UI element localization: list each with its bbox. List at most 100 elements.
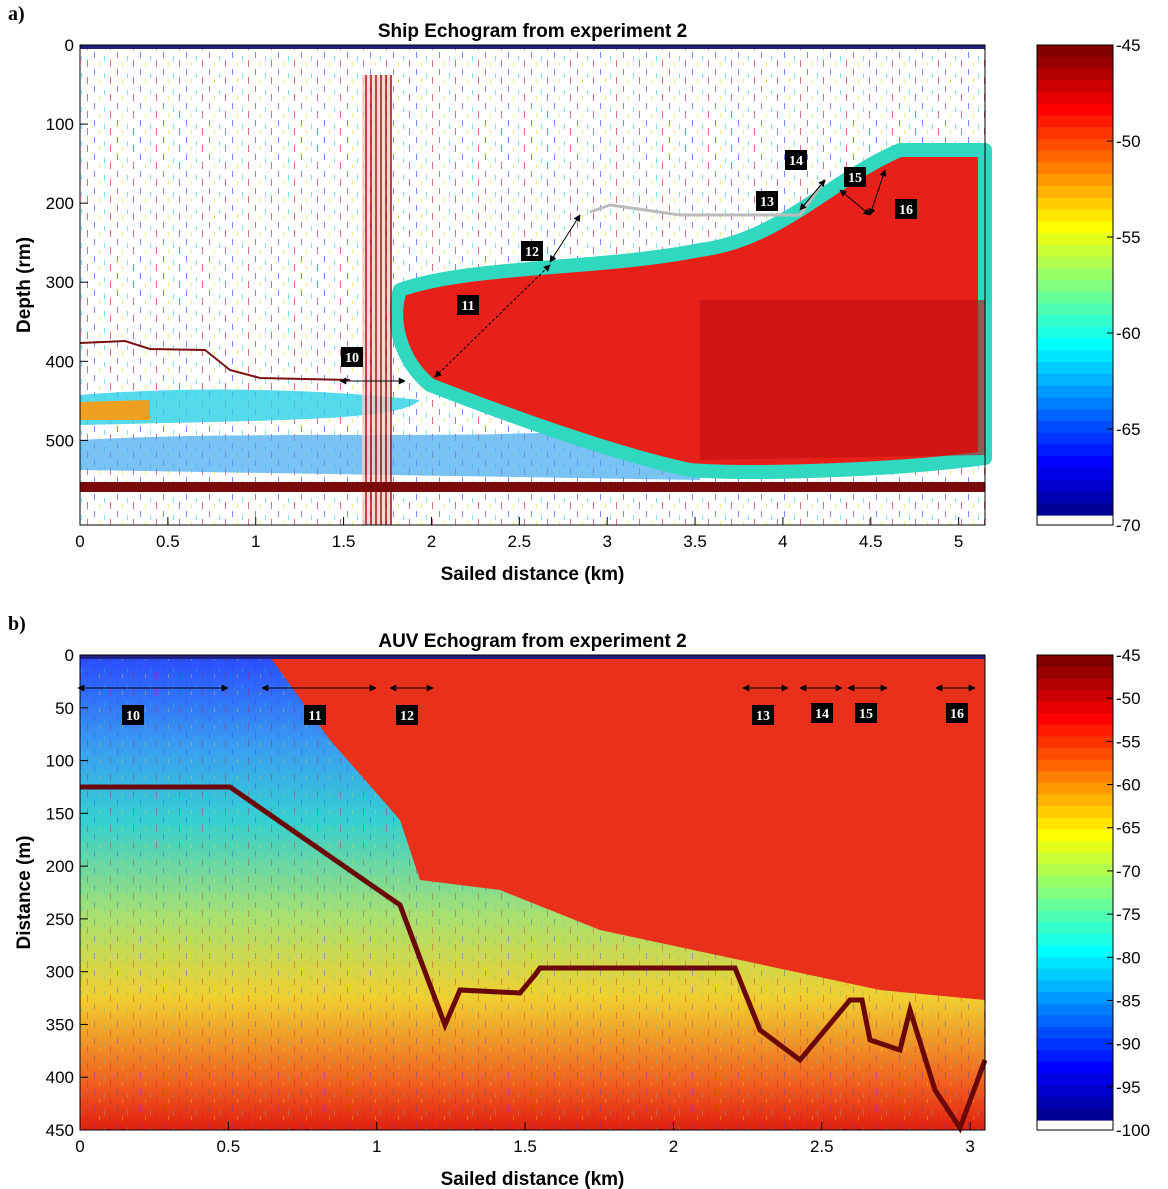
annotation: 11: [308, 709, 321, 724]
x-tick-label: 1: [372, 1137, 381, 1156]
colorbar-cell: [1037, 841, 1113, 854]
colorbar-tick-label: -65: [1116, 420, 1141, 439]
colorbar-tick-label: -50: [1116, 689, 1141, 708]
panel-label: a): [8, 3, 25, 25]
colorbar-cell: [1037, 139, 1113, 152]
colorbar-cell: [1037, 806, 1113, 819]
colorbar-tick-label: -90: [1116, 1035, 1141, 1054]
colorbar-cell: [1037, 315, 1113, 328]
colorbar-cell: [1037, 922, 1113, 935]
annotation-box: [341, 347, 363, 367]
colorbar-tick-label: -75: [1116, 905, 1141, 924]
y-axis-label: Depth (rm): [14, 237, 35, 333]
x-tick-label: 0: [75, 532, 84, 551]
colorbar-cell: [1037, 291, 1113, 305]
annotation: 15: [859, 707, 873, 722]
colorbar-cell: [1037, 397, 1113, 410]
colorbar-cell: [1037, 221, 1113, 234]
colorbar-cell: [1037, 713, 1113, 726]
annotation: 14: [789, 154, 803, 169]
y-tick-label: 250: [46, 910, 74, 929]
colorbar-frame: [1036, 654, 1114, 1131]
colorbar-cell: [1037, 162, 1113, 175]
colorbar-cell: [1037, 456, 1113, 469]
colorbar-cell: [1037, 409, 1113, 422]
colorbar-cell: [1037, 1096, 1113, 1109]
y-tick-label: 0: [65, 646, 74, 665]
colorbar-tick-label: -65: [1116, 819, 1141, 838]
colorbar-cell: [1037, 327, 1113, 340]
colorbar-cell: [1037, 350, 1113, 363]
colorbar-tick-label: -80: [1116, 948, 1141, 967]
colorbar-cell: [1037, 1108, 1113, 1121]
colorbar-cell: [1037, 45, 1113, 58]
annotation-box: [304, 705, 326, 725]
x-tick-label: 4: [778, 532, 787, 551]
annotation: 11: [461, 299, 474, 314]
colorbar-tick-label: -95: [1116, 1078, 1141, 1097]
colorbar-cell: [1037, 385, 1113, 399]
colorbar-cell: [1037, 748, 1113, 761]
colorbar-cell: [1037, 1015, 1113, 1028]
colorbar-cell: [1037, 934, 1113, 947]
y-tick-label: 50: [55, 699, 74, 718]
colorbar-cell: [1037, 68, 1113, 81]
colorbar-cell: [1037, 887, 1113, 900]
colorbar-cell: [1037, 503, 1113, 516]
annotation-box: [811, 703, 833, 723]
colorbar-cell: [1037, 759, 1113, 772]
colorbar-cell: [1037, 899, 1113, 912]
colorbar-cell: [1037, 244, 1113, 258]
annotation: 16: [950, 707, 964, 722]
colorbar-cell: [1037, 268, 1113, 281]
y-tick-label: 150: [46, 804, 74, 823]
colorbar-cell: [1037, 666, 1113, 679]
colorbar-cell: [1037, 80, 1113, 93]
annotation: 13: [756, 709, 770, 724]
colorbar-cell: [1037, 945, 1113, 958]
plot-frame: [79, 654, 986, 1131]
echogram-b: [77, 655, 988, 1134]
colorbar-cell: [1037, 186, 1113, 199]
colorbar-cell: [1037, 1038, 1113, 1051]
y-tick-label: 300: [46, 273, 74, 292]
colorbar-cell: [1037, 432, 1113, 446]
colorbar-cell: [1037, 174, 1113, 187]
colorbar-tick-label: -45: [1116, 36, 1141, 55]
colorbar-tick-label: -45: [1116, 646, 1141, 665]
colorbar-tick-label: -60: [1116, 324, 1141, 343]
annotation: 16: [899, 203, 913, 218]
colorbar-cell: [1037, 197, 1113, 211]
colorbar-cell: [1037, 127, 1113, 140]
y-tick-label: 100: [46, 752, 74, 771]
annotation-box: [844, 167, 866, 187]
x-axis-label: Sailed distance (km): [441, 1169, 625, 1189]
colorbar-cell: [1037, 655, 1113, 668]
colorbar-frame: [1036, 44, 1114, 526]
colorbar-cell: [1037, 875, 1113, 889]
x-tick-label: 2: [427, 532, 436, 551]
x-tick-label: 3: [602, 532, 611, 551]
annotation-box: [946, 703, 968, 723]
annotation: 14: [815, 707, 829, 722]
annotation-box: [521, 241, 543, 261]
annotation: 10: [345, 351, 359, 366]
x-tick-label: 3.5: [683, 532, 707, 551]
colorbar-tick-label: -100: [1116, 1121, 1150, 1140]
colorbar-cell: [1037, 910, 1113, 923]
y-tick-label: 0: [65, 36, 74, 55]
annotation-box: [785, 150, 807, 170]
colorbar-tick-label: -70: [1116, 862, 1141, 881]
annotation-box: [396, 705, 418, 725]
x-tick-label: 0.5: [217, 1137, 241, 1156]
x-tick-label: 2.5: [508, 532, 532, 551]
annotation-box: [752, 705, 774, 725]
colorbar-cell: [1037, 468, 1113, 481]
colorbar-cell: [1037, 362, 1113, 375]
chart-title: AUV Echogram from experiment 2: [378, 631, 686, 652]
annotation-box: [756, 191, 778, 211]
x-tick-label: 3: [965, 1137, 974, 1156]
colorbar-cell: [1037, 256, 1113, 269]
colorbar-cell: [1037, 233, 1113, 246]
